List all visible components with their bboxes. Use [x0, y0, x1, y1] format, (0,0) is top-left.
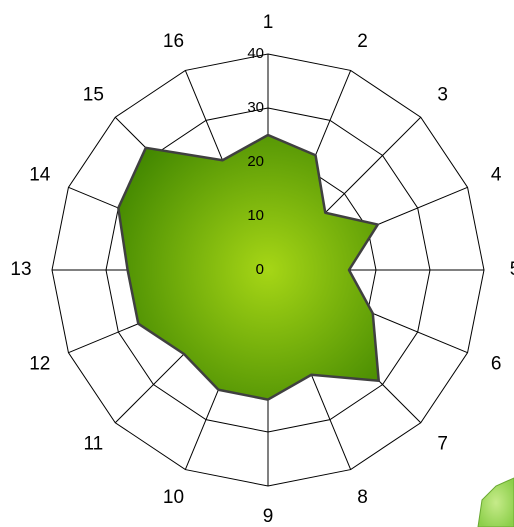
- category-label: 1: [263, 12, 274, 33]
- category-label: 12: [29, 354, 50, 375]
- category-label: 13: [10, 259, 31, 280]
- category-label: 2: [357, 31, 368, 52]
- category-label: 5: [510, 259, 514, 280]
- category-label: 7: [437, 434, 448, 455]
- r-tick-label: 40: [247, 45, 264, 62]
- series: [117, 133, 380, 401]
- radar-area: [117, 133, 380, 401]
- category-label: 6: [491, 354, 502, 375]
- r-tick-label: 10: [247, 207, 264, 224]
- category-label: 14: [29, 164, 51, 185]
- category-label: 16: [163, 31, 184, 52]
- decoration: [477, 477, 514, 527]
- r-tick-label: 20: [247, 153, 264, 170]
- category-label: 15: [83, 84, 104, 105]
- category-label: 3: [437, 84, 448, 105]
- r-tick-label: 0: [256, 261, 264, 278]
- category-label: 9: [263, 506, 274, 527]
- category-label: 10: [163, 487, 184, 508]
- labels: 01020304012345678910111213141516: [10, 12, 514, 527]
- category-label: 4: [491, 164, 502, 185]
- category-label: 8: [357, 487, 368, 508]
- category-label: 11: [83, 434, 103, 455]
- r-tick-label: 30: [247, 99, 264, 116]
